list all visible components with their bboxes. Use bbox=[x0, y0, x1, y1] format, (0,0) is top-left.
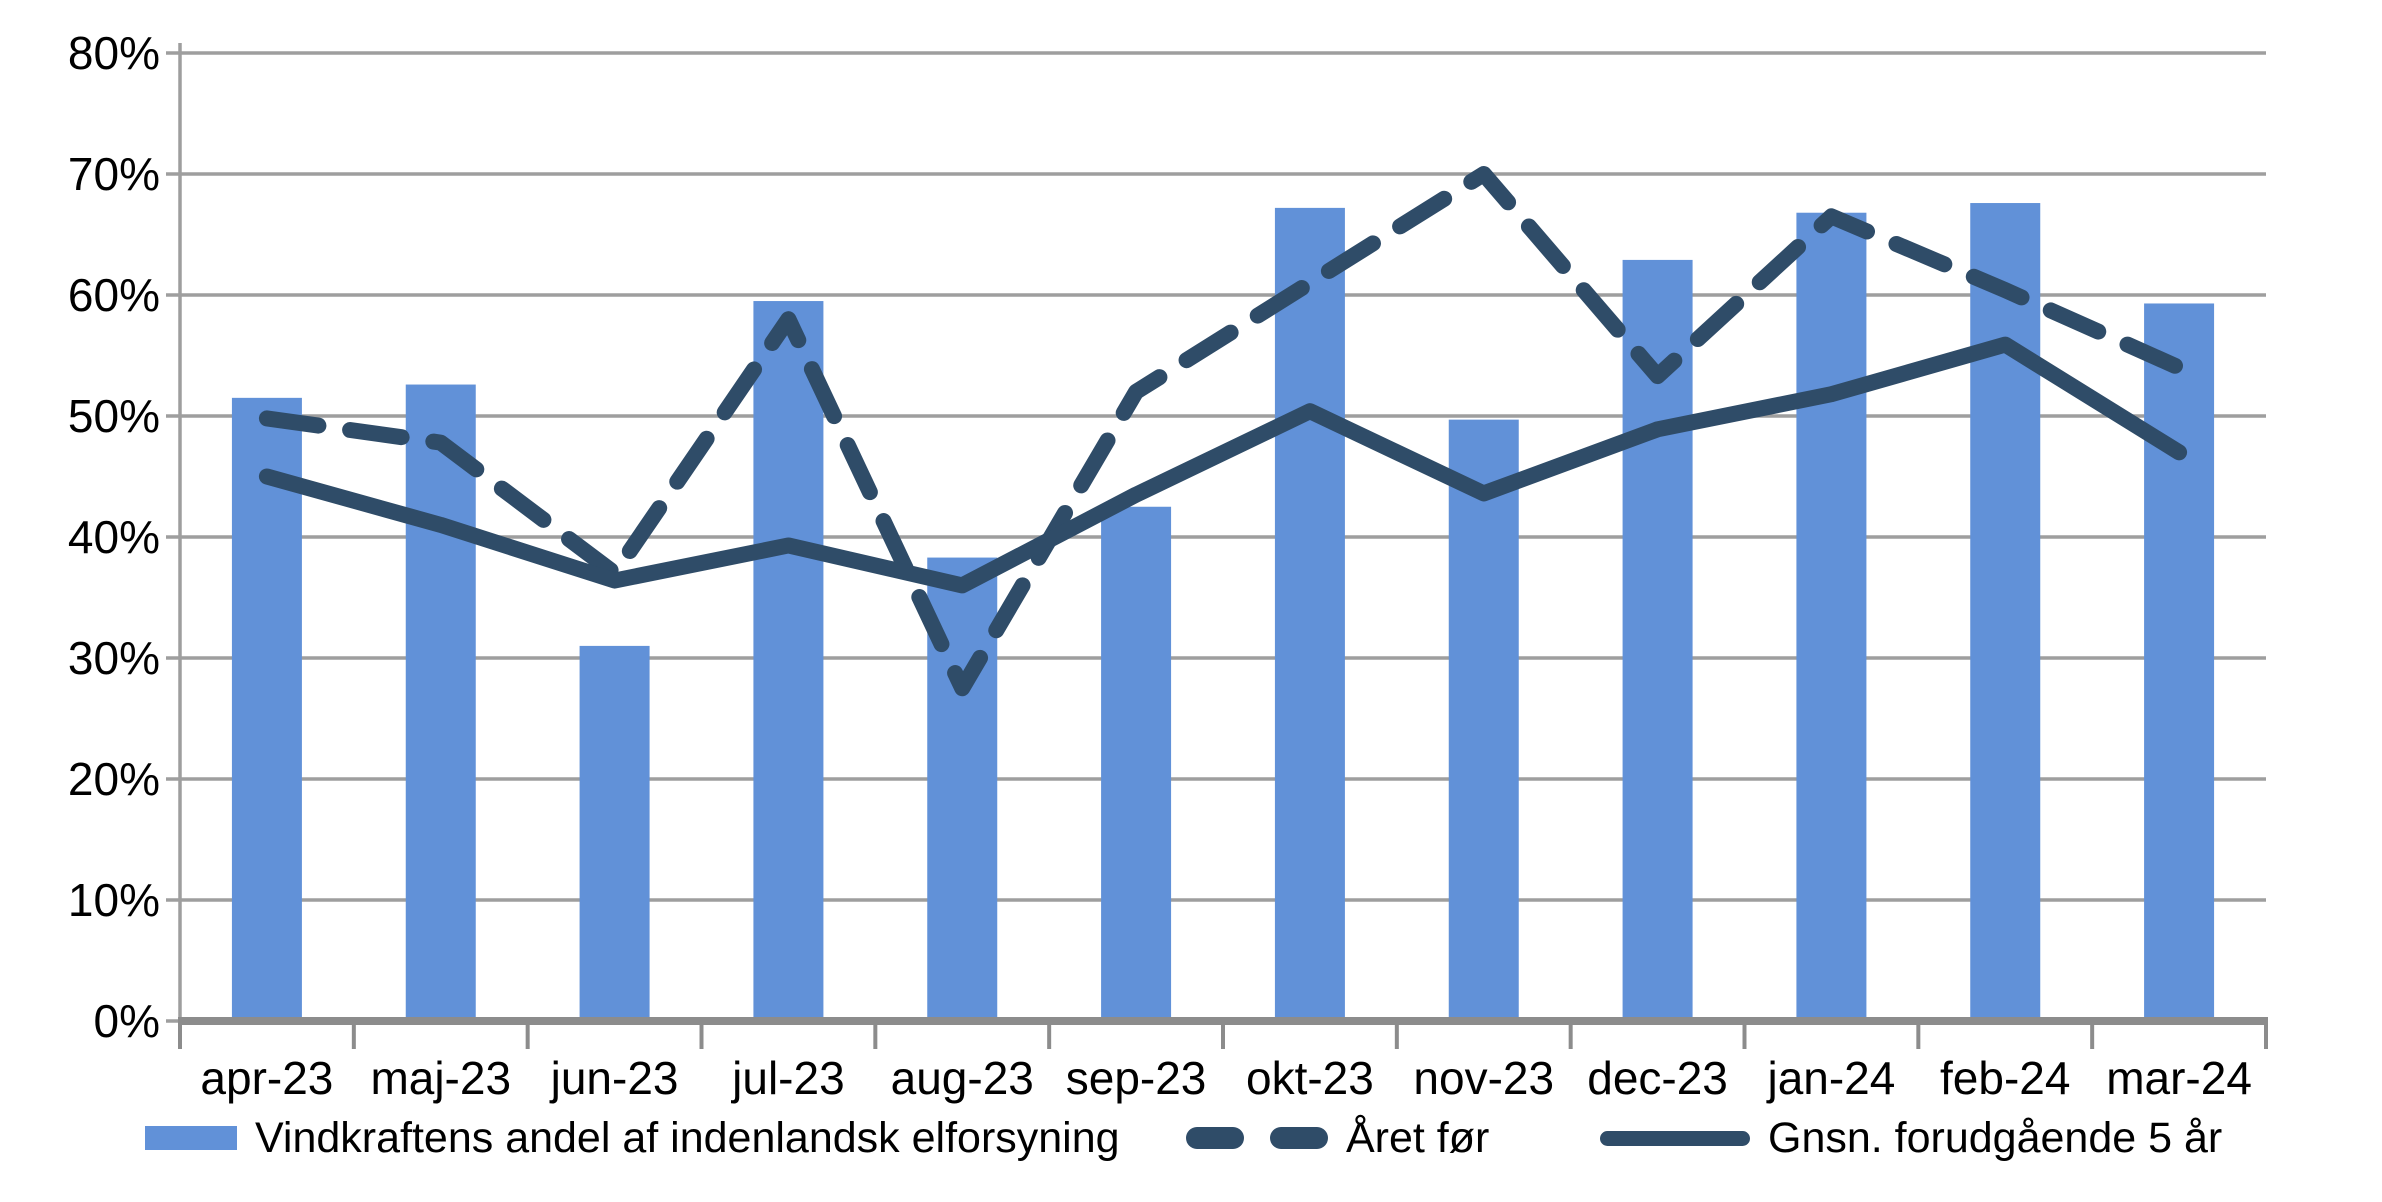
x-tick-label: dec-23 bbox=[1587, 1052, 1728, 1104]
legend-label-dashed-line: Året før bbox=[1346, 1113, 1490, 1162]
legend-label-bar-series: Vindkraftens andel af indenlandsk elfors… bbox=[255, 1113, 1120, 1162]
solid-line-series bbox=[258, 336, 2188, 594]
y-tick-label: 60% bbox=[67, 269, 160, 321]
x-tick-label: jun-23 bbox=[550, 1052, 679, 1104]
bar bbox=[1796, 212, 1867, 1022]
legend-label-solid-line: Gnsn. forudgående 5 år bbox=[1768, 1113, 2223, 1162]
dashed-line-series bbox=[258, 166, 2188, 697]
bar bbox=[1448, 419, 1519, 1021]
bar bbox=[231, 397, 302, 1022]
x-tick-label: feb-24 bbox=[1940, 1052, 2071, 1104]
y-tick-label: 0% bbox=[93, 995, 160, 1047]
bar bbox=[1101, 506, 1172, 1021]
y-tick-label: 50% bbox=[67, 390, 160, 442]
x-tick-label: jan-24 bbox=[1767, 1052, 1896, 1104]
bar bbox=[405, 384, 476, 1021]
y-tick-label: 40% bbox=[67, 511, 160, 563]
legend-item-bar-series: Vindkraftens andel af indenlandsk elfors… bbox=[145, 1108, 1120, 1168]
bar-series-swatch bbox=[145, 1126, 237, 1150]
x-tick-label: apr-23 bbox=[200, 1052, 334, 1104]
x-tick-label: maj-23 bbox=[370, 1052, 512, 1104]
bar bbox=[579, 645, 650, 1021]
y-tick-label: 20% bbox=[67, 753, 160, 805]
bar bbox=[1622, 259, 1693, 1021]
y-tick-label: 30% bbox=[67, 632, 160, 684]
bar bbox=[2144, 303, 2215, 1022]
y-tick-label: 70% bbox=[67, 148, 160, 200]
x-tick-label: aug-23 bbox=[890, 1052, 1034, 1104]
x-tick-label: mar-24 bbox=[2106, 1052, 2252, 1104]
x-tick-label: okt-23 bbox=[1245, 1052, 1374, 1104]
legend-item-solid-line: Gnsn. forudgående 5 år bbox=[1600, 1108, 2222, 1168]
y-tick-label: 10% bbox=[67, 874, 160, 926]
dashed-line-swatch bbox=[1186, 1127, 1328, 1149]
solid-line-swatch bbox=[1600, 1130, 1750, 1146]
x-tick-label: sep-23 bbox=[1065, 1052, 1207, 1104]
bar bbox=[1274, 207, 1345, 1021]
bar bbox=[1970, 203, 2041, 1022]
bar bbox=[753, 301, 824, 1021]
x-tick-label: jul-23 bbox=[732, 1052, 845, 1104]
x-tick-label: nov-23 bbox=[1413, 1052, 1555, 1104]
x-axis-line bbox=[178, 1017, 2268, 1025]
legend-item-dashed-line: Året før bbox=[1186, 1108, 1489, 1168]
y-tick-label: 80% bbox=[67, 27, 160, 79]
